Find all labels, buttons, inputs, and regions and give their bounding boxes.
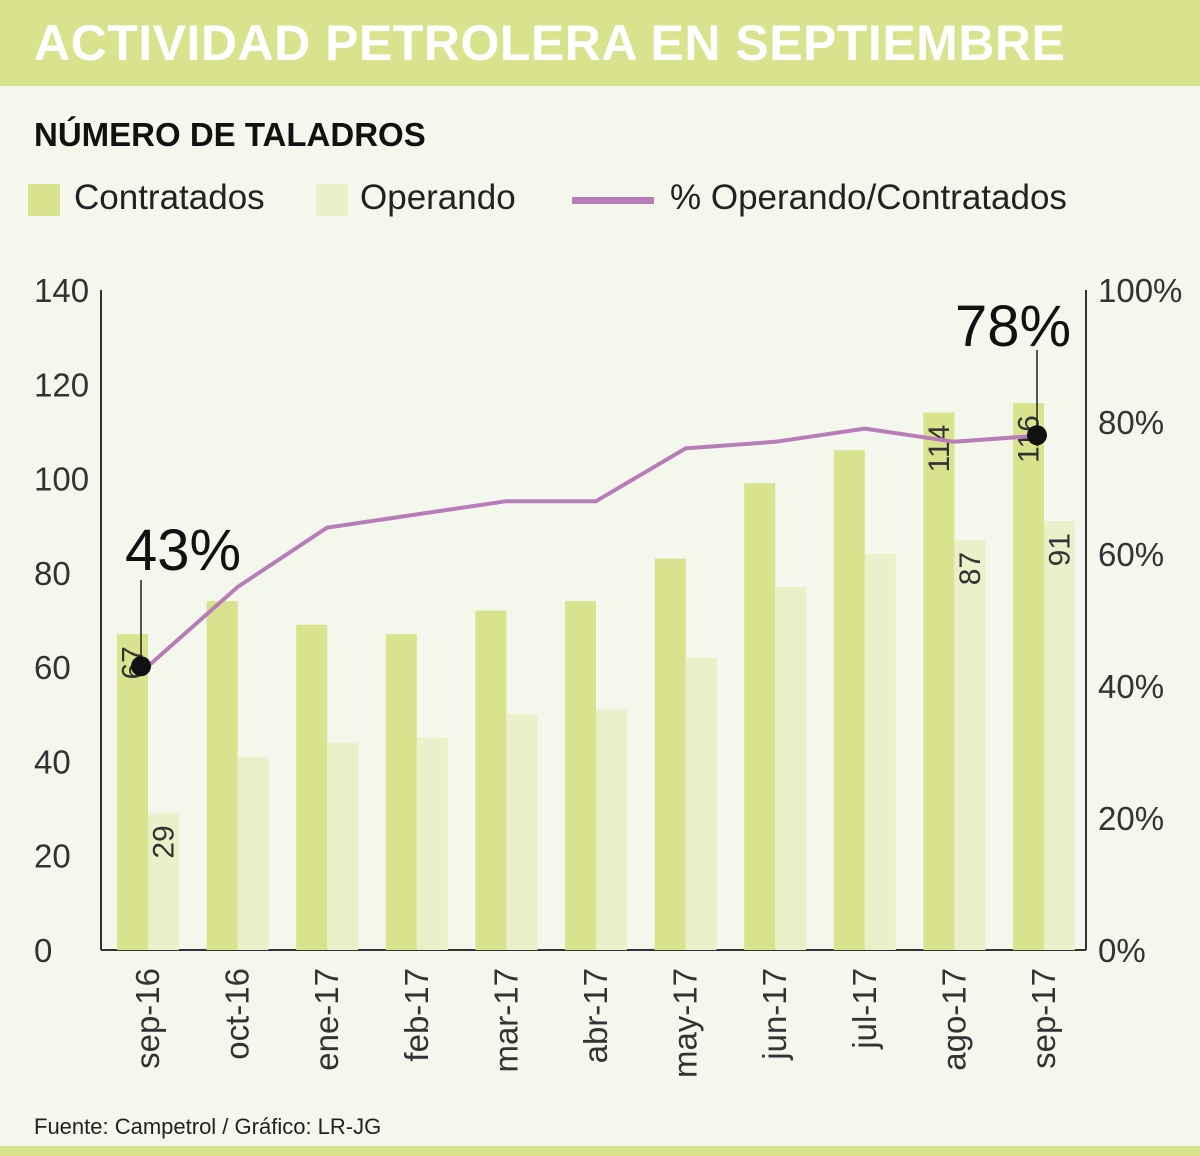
chart-subtitle: NÚMERO DE TALADROS (34, 116, 426, 153)
annotation-point (1027, 425, 1047, 446)
y2-tick-label: 60% (1098, 536, 1164, 573)
bar-contratados (117, 634, 148, 950)
x-tick-label: ene-17 (308, 968, 345, 1071)
y2-tick-label: 0% (1098, 932, 1146, 969)
data-label: 87 (954, 552, 987, 585)
bar-operando (864, 554, 896, 950)
data-label: 91 (1044, 533, 1077, 566)
bar-operando (148, 813, 179, 950)
annotation-label: 78% (955, 294, 1071, 359)
bar-contratados (833, 450, 865, 950)
y-tick-label: 60 (34, 649, 71, 686)
chart-legend: Contratados Operando % Operando/Contrata… (0, 178, 1200, 222)
y-tick-label: 20 (34, 838, 71, 875)
bar-contratados (385, 634, 417, 950)
bar-operando (775, 587, 807, 950)
bar-operando (1044, 521, 1075, 950)
page-title: ACTIVIDAD PETROLERA EN SEPTIEMBRE (34, 15, 1066, 71)
x-tick-label: abr-17 (577, 968, 614, 1063)
legend-label-contratados: Contratados (74, 178, 265, 217)
bar-contratados (923, 412, 955, 951)
y2-tick-label: 20% (1098, 800, 1164, 837)
x-tick-label: feb-17 (398, 968, 435, 1062)
legend-label-porcentaje: % Operando/Contratados (670, 178, 1067, 217)
bar-contratados (654, 558, 686, 950)
bar-contratados (475, 610, 507, 950)
y-tick-label: 100 (34, 461, 89, 498)
bar-contratados (206, 601, 238, 950)
x-tick-label: sep-17 (1025, 968, 1062, 1069)
data-label: 114 (923, 425, 956, 473)
bar-operando (327, 742, 359, 950)
bar-operando (954, 539, 986, 950)
legend-label-operando: Operando (360, 178, 516, 217)
bar-contratados (744, 483, 776, 950)
x-tick-label: sep-16 (129, 968, 166, 1069)
y2-tick-label: 40% (1098, 668, 1164, 705)
y-tick-label: 80 (34, 555, 71, 592)
annotation-label: 43% (125, 518, 241, 583)
header-bar: ACTIVIDAD PETROLERA EN SEPTIEMBRE (0, 0, 1200, 86)
x-tick-label: mar-17 (487, 968, 524, 1073)
x-tick-label: may-17 (667, 968, 704, 1078)
bottom-rule (0, 1146, 1200, 1156)
x-tick-label: jul-17 (846, 968, 883, 1050)
legend-line-porcentaje (572, 197, 654, 204)
bar-operando (685, 657, 717, 950)
bar-operando (596, 709, 627, 950)
y2-tick-label: 100% (1098, 272, 1182, 309)
annotation-point (131, 656, 151, 677)
bar-operando (237, 756, 269, 950)
y2-tick-label: 80% (1098, 404, 1164, 441)
bar-contratados (565, 601, 596, 950)
bar-contratados (296, 624, 328, 950)
x-tick-label: jun-17 (756, 968, 793, 1061)
bar-contratados (1013, 403, 1044, 951)
source-note: Fuente: Campetrol / Gráfico: LR-JG (34, 1114, 382, 1139)
bar-operando (416, 737, 448, 950)
data-label: 29 (148, 825, 181, 858)
legend-swatch-contratados (28, 184, 60, 216)
bar-operando (506, 714, 538, 950)
x-tick-label: oct-16 (219, 968, 256, 1060)
y-tick-label: 140 (34, 272, 89, 309)
chart-area: 0 20 40 60 80 100 120 140 0% 20% 40% 60% 80% 100% sep-… (34, 272, 1182, 1078)
x-tick-label: ago-17 (935, 968, 972, 1071)
legend-swatch-operando (316, 184, 348, 216)
y-tick-label: 120 (34, 366, 89, 403)
line-porcentaje (146, 426, 1045, 668)
y-tick-label: 0 (34, 932, 52, 969)
y-tick-label: 40 (34, 743, 71, 780)
